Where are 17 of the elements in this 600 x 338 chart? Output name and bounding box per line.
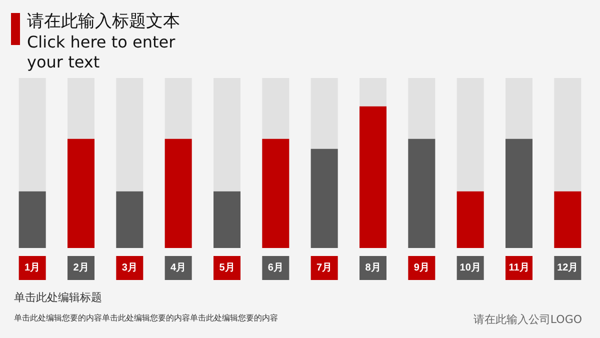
x-tick-label: 1月	[24, 262, 40, 274]
x-tick-label: 6月	[268, 262, 284, 274]
x-tick-label: 11月	[508, 262, 530, 274]
chart-subtitle: Click here to enter your text	[27, 32, 180, 72]
x-tick-label: 7月	[316, 262, 332, 274]
x-tick-label: 9月	[414, 262, 430, 274]
text: 单击此处编辑您要的内容单击此处编辑您要的内容单击此处编辑您要的内容	[14, 314, 278, 322]
x-tick-label: 3月	[122, 262, 138, 274]
text: 单击此处编辑标题	[14, 291, 102, 304]
x-tick-label: 10月	[460, 262, 481, 274]
x-tick-label: 8月	[365, 262, 381, 274]
x-tick-label: 4月	[170, 262, 186, 274]
chart-title: 请在此输入标题文本	[27, 12, 180, 32]
text: 请在此输入公司LOGO	[473, 313, 582, 326]
x-tick-label: 12月	[557, 262, 578, 274]
x-tick-label: 2月	[73, 262, 89, 274]
x-tick-label: 5月	[219, 262, 235, 274]
